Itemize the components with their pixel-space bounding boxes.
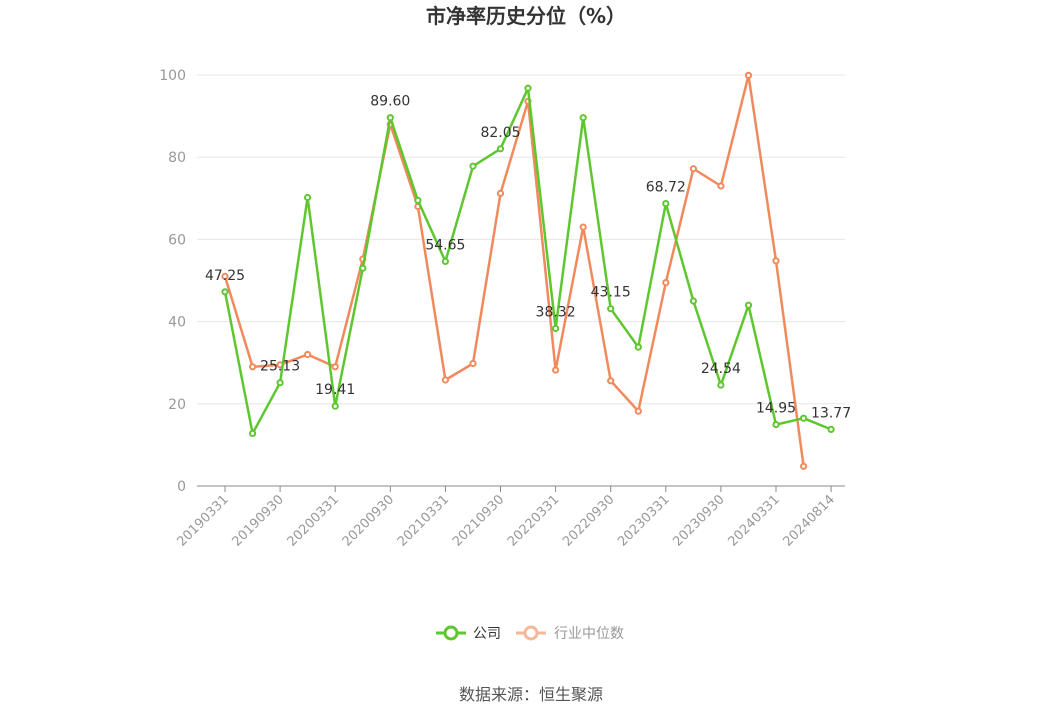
x-tick-label: 20210331 [395,492,452,549]
point-company[interactable] [744,301,753,309]
point-company[interactable] [689,297,698,305]
point-company[interactable] [276,379,284,387]
x-tick-label: 20190930 [230,492,287,549]
point-industry-median[interactable] [441,376,449,384]
data-label-company: 89.60 [370,94,410,110]
point-industry-median[interactable] [634,407,642,415]
point-company[interactable] [469,162,477,170]
source-note: 数据来源：恒生聚源 [459,685,603,704]
data-label-company: 68.72 [646,180,686,196]
point-industry-median[interactable] [469,359,477,368]
y-tick-label: 20 [168,397,186,413]
data-label-company: 38.32 [536,305,576,321]
series-layer [221,71,835,470]
point-company[interactable] [249,429,257,437]
y-tick-label: 100 [159,68,186,84]
point-company[interactable] [579,114,587,122]
data-label-company: 54.65 [425,237,465,253]
point-company[interactable] [772,421,780,429]
point-industry-median[interactable] [304,350,312,359]
point-industry-median[interactable] [717,182,725,190]
point-company[interactable] [607,305,615,313]
data-label-company: 82.05 [480,125,520,141]
point-company[interactable] [827,425,835,433]
point-company[interactable] [662,200,670,208]
point-company[interactable] [331,402,339,410]
y-tick-label: 40 [168,315,186,331]
y-tick-label: 0 [177,479,186,495]
x-axis: 2019033120190930202003312020093020210331… [174,485,845,550]
point-company[interactable] [552,324,560,333]
x-tick-label: 20230930 [670,492,727,549]
point-industry-median[interactable] [579,223,587,231]
data-label-company: 13.77 [811,405,851,421]
data-label-company: 47.25 [205,268,245,284]
point-industry-median[interactable] [552,366,560,374]
y-tick-label: 80 [168,150,186,166]
legend-item-industry-median[interactable]: 行业中位数 [516,625,624,642]
point-company[interactable] [414,196,422,204]
point-industry-median[interactable] [221,272,229,280]
series-line-industry-median [223,74,805,467]
point-company[interactable] [496,145,505,153]
point-company[interactable] [634,343,642,351]
x-tick-label: 20190331 [174,492,231,549]
x-tick-label: 20220331 [505,492,562,549]
legend-label-industry-median: 行业中位数 [554,626,624,642]
data-labels: 47.25 25.13 19.41 89.60 54.65 82.05 38.32 43.15… [205,94,851,422]
data-label-company: 25.13 [260,359,300,375]
x-tick-label: 20240331 [725,492,782,549]
data-label-company: 24.54 [701,361,741,377]
x-tick-label: 20220930 [560,492,617,549]
legend-label-company: 公司 [473,626,501,642]
legend[interactable]: 公司 行业中位数 [436,625,624,642]
point-company[interactable] [221,288,229,296]
data-label-company: 19.41 [315,382,355,398]
point-industry-median[interactable] [772,257,780,265]
y-tick-label: 60 [168,232,186,248]
point-industry-median[interactable] [496,189,505,197]
point-company[interactable] [359,264,367,272]
point-industry-median[interactable] [800,462,808,470]
point-company[interactable] [441,257,449,265]
point-industry-median[interactable] [662,279,670,287]
point-company[interactable] [717,381,725,389]
point-industry-median[interactable] [249,363,257,371]
point-industry-median[interactable] [689,165,698,173]
point-company[interactable] [386,114,394,122]
x-tick-label: 20200930 [340,492,397,549]
data-label-company: 43.15 [591,285,631,301]
point-industry-median[interactable] [331,363,339,371]
chart-title: 市净率历史分位（%） [426,4,626,28]
point-company[interactable] [524,84,532,92]
legend-item-company[interactable]: 公司 [436,625,501,642]
grid-lines [197,74,845,405]
x-tick-label: 20230331 [615,492,672,549]
y-axis: 0 20 40 60 80 100 [159,68,186,495]
x-tick-label: 20240814 [781,492,838,549]
x-tick-label: 20210930 [450,492,507,549]
x-tick-label: 20200331 [285,492,342,549]
data-label-company: 14.95 [756,401,796,417]
point-industry-median[interactable] [744,71,753,80]
point-industry-median[interactable] [607,377,615,385]
point-company[interactable] [800,414,808,422]
point-company[interactable] [304,193,312,202]
